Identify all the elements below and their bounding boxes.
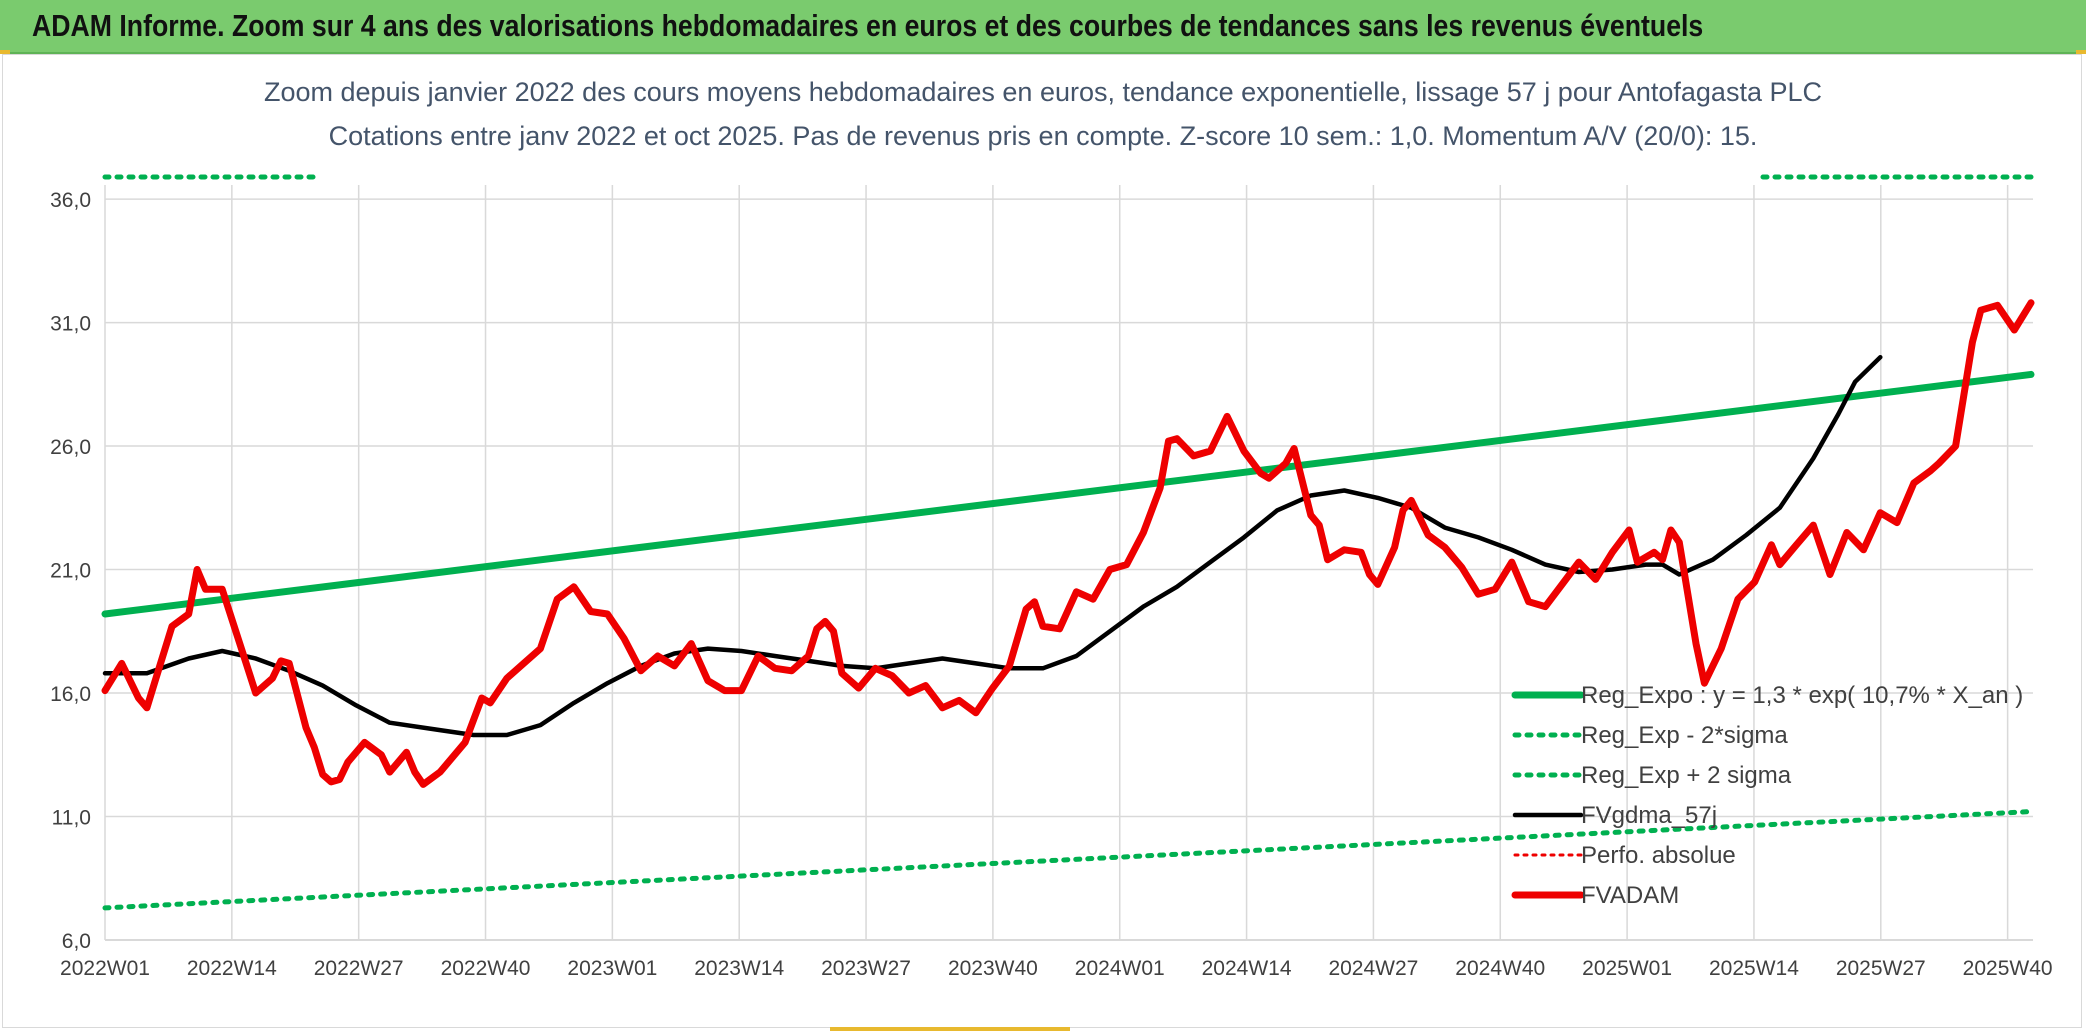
- y-tick-label: 6,0: [62, 930, 91, 953]
- x-tick-label: 2024W40: [1455, 957, 1545, 980]
- banner-corner-right: [2076, 50, 2086, 54]
- frame-bottom-mark: [830, 1027, 1070, 1031]
- report-banner: ADAM Informe. Zoom sur 4 ans des valoris…: [0, 0, 2086, 54]
- series-reg-expo-y-1-3-exp-10-7-x-an: [101, 370, 2035, 618]
- x-tick-label: 2022W27: [314, 957, 404, 980]
- x-tick-label: 2025W01: [1582, 957, 1672, 980]
- x-tick-label: 2024W14: [1202, 957, 1292, 980]
- series-fvgdma-57j: [102, 354, 1883, 738]
- x-tick-label: 2022W01: [60, 957, 150, 980]
- legend-label: Reg_Expo : y = 1,3 * exp( 10,7% * X_an ): [1581, 682, 2023, 709]
- series-reg-exp-2-sigma: [102, 809, 2034, 911]
- chart-subtitle: Cotations entre janv 2022 et oct 2025. P…: [329, 121, 1758, 151]
- y-tick-label: 36,0: [50, 189, 91, 212]
- x-tick-label: 2022W14: [187, 957, 277, 980]
- title-box: [313, 63, 1773, 167]
- x-tick-label: 2022W40: [441, 957, 531, 980]
- x-tick-label: 2023W27: [821, 957, 911, 980]
- x-tick-label: 2023W40: [948, 957, 1038, 980]
- x-tick-label: 2025W40: [1963, 957, 2053, 980]
- x-tick-label: 2023W01: [567, 957, 657, 980]
- x-tick-label: 2024W27: [1328, 957, 1418, 980]
- y-tick-label: 21,0: [50, 560, 91, 583]
- series-fvadam: [101, 299, 2035, 788]
- y-tick-label: 11,0: [52, 807, 91, 830]
- x-tick-label: 2025W27: [1836, 957, 1926, 980]
- chart-title: Zoom depuis janvier 2022 des cours moyen…: [264, 77, 1822, 107]
- x-tick-label: 2024W01: [1075, 957, 1165, 980]
- x-tick-label: 2025W14: [1709, 957, 1799, 980]
- legend-label: FVADAM: [1581, 882, 1679, 909]
- legend-label: Reg_Exp + 2 sigma: [1581, 762, 1792, 789]
- legend-label: FVgdma_57j: [1581, 802, 1717, 829]
- legend-label: Reg_Exp - 2*sigma: [1581, 722, 1788, 749]
- y-tick-label: 31,0: [50, 313, 91, 336]
- legend-label: Perfo. absolue: [1581, 842, 1736, 869]
- chart-frame: 6,0 11,0 16,0 21,0 26,0 31,0 36,0 2022W01 2022W1…: [2, 54, 2082, 1028]
- x-tick-label: 2023W14: [694, 957, 784, 980]
- banner-corner-left: [0, 50, 10, 54]
- y-tick-label: 26,0: [50, 436, 91, 459]
- report-title: ADAM Informe. Zoom sur 4 ans des valoris…: [32, 8, 1704, 43]
- y-tick-label: 16,0: [50, 683, 91, 706]
- line-chart: 6,0 11,0 16,0 21,0 26,0 31,0 36,0 2022W01 2022W1…: [50, 63, 2053, 980]
